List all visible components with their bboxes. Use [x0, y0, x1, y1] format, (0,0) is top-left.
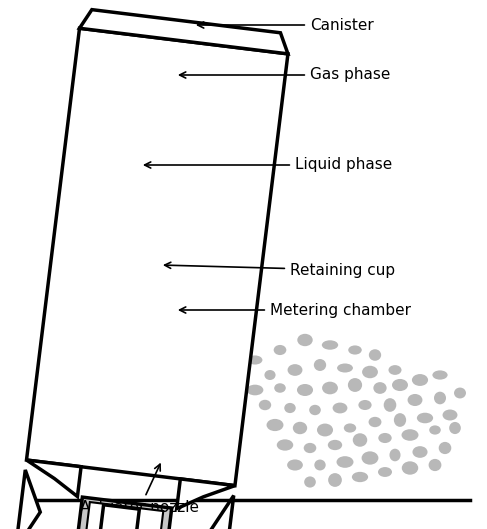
Polygon shape	[177, 479, 235, 509]
Ellipse shape	[259, 400, 271, 410]
Ellipse shape	[328, 473, 342, 487]
Ellipse shape	[369, 349, 381, 361]
Ellipse shape	[297, 334, 313, 346]
Polygon shape	[29, 223, 262, 483]
Ellipse shape	[439, 442, 451, 454]
Ellipse shape	[304, 477, 316, 488]
Ellipse shape	[247, 355, 262, 364]
Ellipse shape	[402, 461, 418, 475]
Ellipse shape	[401, 429, 418, 441]
Ellipse shape	[314, 359, 326, 371]
Ellipse shape	[429, 425, 441, 435]
Polygon shape	[26, 460, 81, 497]
Ellipse shape	[348, 378, 362, 392]
Text: Canister: Canister	[198, 17, 374, 32]
Ellipse shape	[408, 394, 422, 406]
Ellipse shape	[337, 456, 354, 468]
Ellipse shape	[353, 433, 367, 447]
Ellipse shape	[394, 413, 406, 427]
Text: Gas phase: Gas phase	[180, 68, 391, 83]
Ellipse shape	[392, 379, 408, 391]
Ellipse shape	[287, 364, 302, 376]
Ellipse shape	[322, 340, 338, 350]
Ellipse shape	[322, 382, 338, 394]
Ellipse shape	[274, 345, 286, 355]
Ellipse shape	[358, 400, 372, 410]
Ellipse shape	[309, 405, 321, 415]
Ellipse shape	[328, 440, 342, 450]
Ellipse shape	[277, 440, 293, 451]
Ellipse shape	[412, 446, 428, 458]
Ellipse shape	[384, 398, 396, 412]
Ellipse shape	[297, 384, 313, 396]
Ellipse shape	[361, 451, 378, 464]
Ellipse shape	[317, 424, 333, 436]
Ellipse shape	[362, 366, 378, 378]
Ellipse shape	[314, 460, 326, 470]
FancyBboxPatch shape	[82, 505, 139, 529]
Polygon shape	[16, 470, 40, 529]
Ellipse shape	[374, 382, 387, 394]
Ellipse shape	[434, 391, 446, 404]
Ellipse shape	[287, 460, 303, 471]
Ellipse shape	[443, 409, 457, 421]
Text: Liquid phase: Liquid phase	[145, 158, 392, 172]
Ellipse shape	[449, 422, 461, 434]
Ellipse shape	[378, 433, 392, 443]
Ellipse shape	[266, 419, 283, 431]
FancyBboxPatch shape	[82, 502, 163, 529]
Ellipse shape	[274, 383, 286, 393]
Ellipse shape	[369, 417, 381, 427]
Text: Actuator nozzle: Actuator nozzle	[80, 464, 200, 515]
Ellipse shape	[389, 365, 401, 375]
Ellipse shape	[264, 370, 276, 380]
Ellipse shape	[429, 459, 441, 471]
Ellipse shape	[344, 423, 356, 433]
Ellipse shape	[412, 374, 428, 386]
FancyBboxPatch shape	[26, 28, 288, 486]
Ellipse shape	[378, 467, 392, 477]
Text: Metering chamber: Metering chamber	[180, 303, 411, 317]
Ellipse shape	[348, 345, 362, 354]
Ellipse shape	[333, 403, 347, 413]
Ellipse shape	[432, 370, 448, 380]
Ellipse shape	[352, 472, 368, 482]
Ellipse shape	[284, 403, 296, 413]
FancyBboxPatch shape	[74, 497, 172, 529]
Polygon shape	[79, 10, 288, 54]
Ellipse shape	[337, 363, 353, 372]
Ellipse shape	[417, 413, 433, 423]
Text: Retaining cup: Retaining cup	[165, 262, 395, 278]
Ellipse shape	[293, 422, 307, 434]
Ellipse shape	[246, 385, 263, 395]
Ellipse shape	[454, 388, 466, 398]
Polygon shape	[209, 496, 234, 529]
Ellipse shape	[390, 449, 400, 461]
Ellipse shape	[304, 443, 316, 453]
